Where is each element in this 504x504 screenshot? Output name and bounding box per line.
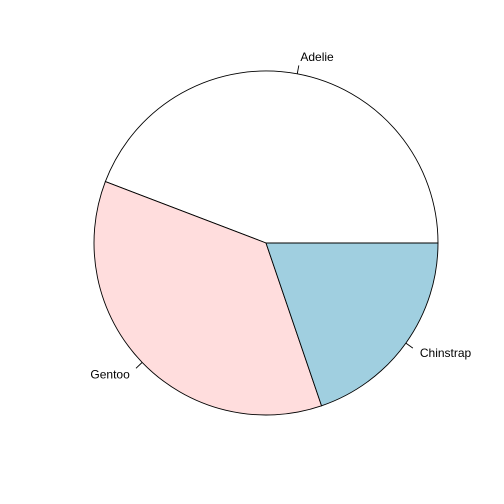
pie-labels: Adelie Gentoo Chinstrap [90,50,471,381]
pie-slices [93,70,439,416]
pie-tick-adelie [296,65,300,74]
pie-tick-chinstrap [405,342,414,349]
pie-tick-gentoo [135,362,143,369]
pie-label-chinstrap: Chinstrap [420,346,472,360]
pie-label-adelie: Adelie [300,50,334,64]
pie-label-gentoo: Gentoo [90,367,130,381]
